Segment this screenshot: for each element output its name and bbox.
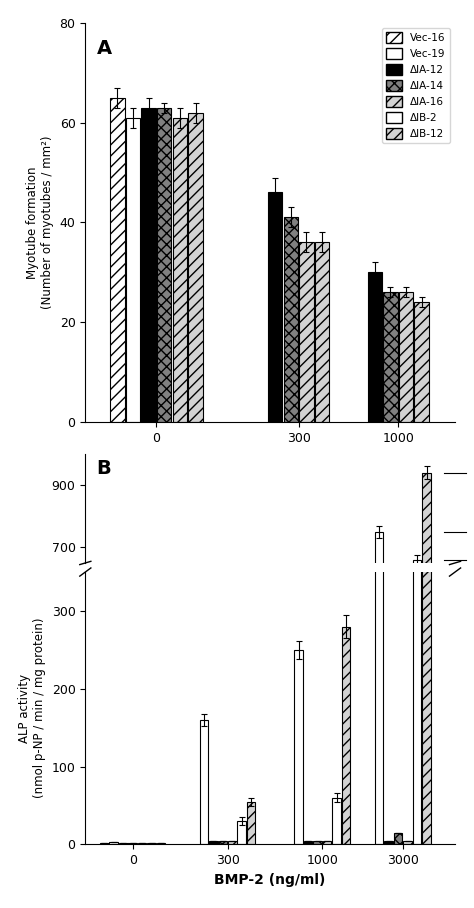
Bar — [200, 720, 208, 844]
Bar — [247, 748, 255, 765]
Bar — [403, 841, 412, 844]
Bar — [413, 560, 421, 765]
Bar — [304, 764, 312, 765]
Bar — [375, 532, 383, 765]
Bar — [313, 764, 322, 765]
Y-axis label: ALP activity
(nmol p-NP / min / mg protein): ALP activity (nmol p-NP / min / mg prote… — [18, 618, 46, 798]
Bar — [403, 764, 412, 765]
Bar — [323, 841, 331, 844]
Bar — [394, 761, 402, 765]
Bar — [383, 292, 398, 422]
Bar — [119, 843, 128, 844]
Bar — [173, 117, 187, 422]
Text: B: B — [96, 459, 111, 479]
Bar — [304, 841, 312, 844]
Bar — [100, 843, 109, 844]
Bar — [332, 798, 341, 844]
X-axis label: BMP-2 (ng/ml): BMP-2 (ng/ml) — [215, 873, 326, 887]
Bar — [294, 650, 303, 844]
Bar — [138, 843, 146, 844]
Bar — [157, 107, 172, 422]
Bar — [384, 841, 393, 844]
Bar — [384, 764, 393, 765]
Bar — [422, 113, 431, 844]
Bar — [299, 242, 314, 422]
Bar — [209, 841, 218, 844]
Bar — [228, 841, 237, 844]
Bar — [332, 746, 341, 765]
Y-axis label: Myotube formation
(Number of myotubes / mm²): Myotube formation (Number of myotubes / … — [26, 135, 54, 310]
Bar — [394, 833, 402, 844]
Bar — [147, 843, 156, 844]
Bar — [141, 107, 156, 422]
Bar — [109, 842, 118, 844]
Bar — [219, 764, 227, 765]
Bar — [367, 272, 382, 422]
Bar — [414, 302, 429, 422]
Bar — [294, 687, 303, 765]
Bar — [200, 716, 208, 765]
Bar — [126, 117, 140, 422]
Bar — [342, 627, 350, 844]
Bar — [188, 113, 203, 422]
Bar — [209, 764, 218, 765]
Bar — [128, 843, 137, 844]
Bar — [323, 764, 331, 765]
Bar — [313, 841, 322, 844]
Legend: Vec-16, Vec-19, ΔIA-12, ΔIA-14, ΔIA-16, ΔIB-2, ΔIB-12: Vec-16, Vec-19, ΔIA-12, ΔIA-14, ΔIA-16, … — [382, 28, 450, 143]
Bar — [268, 192, 283, 422]
Bar — [283, 217, 298, 422]
Bar — [342, 678, 350, 765]
Bar — [110, 97, 125, 422]
Bar — [422, 473, 431, 765]
Bar — [247, 802, 255, 844]
Bar — [237, 756, 246, 765]
Text: A: A — [96, 39, 111, 58]
Bar — [315, 242, 329, 422]
Bar — [237, 821, 246, 844]
Bar — [375, 261, 383, 844]
Bar — [413, 331, 421, 844]
Bar — [399, 292, 413, 422]
Bar — [157, 843, 165, 844]
Bar — [219, 841, 227, 844]
Bar — [228, 764, 237, 765]
